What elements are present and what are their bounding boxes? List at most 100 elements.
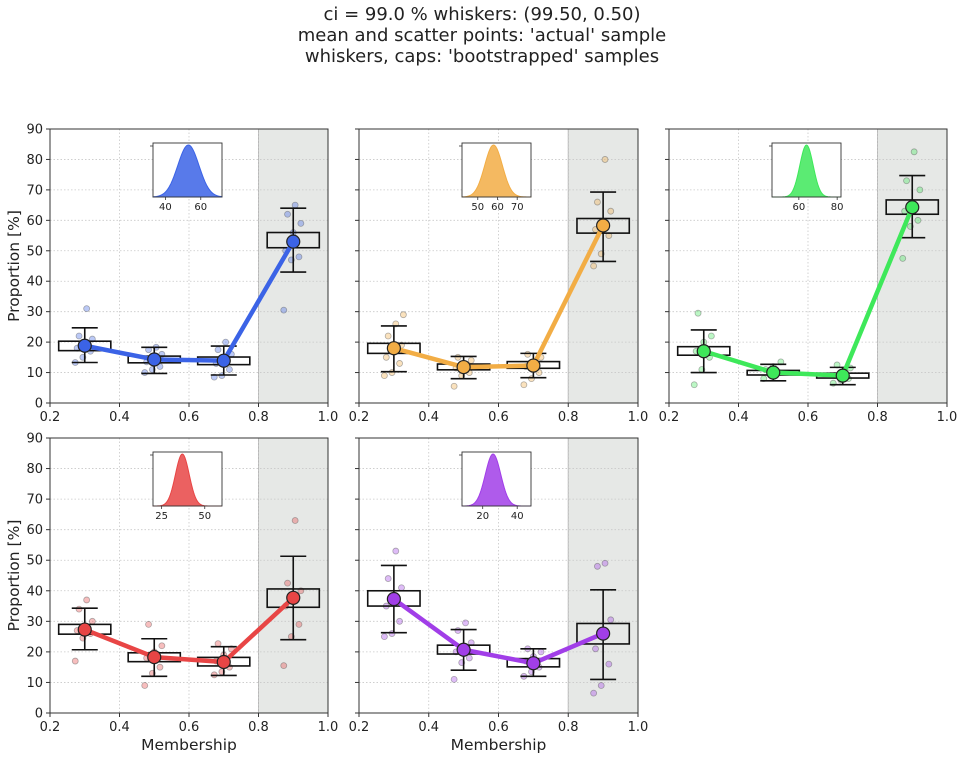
- x-tick-label: 0.6: [179, 720, 200, 735]
- y-tick-label: 40: [26, 275, 43, 290]
- scatter-point: [280, 662, 288, 670]
- mean-marker: [526, 656, 541, 671]
- y-tick-label: 70: [26, 183, 43, 198]
- x-axis-label: Membership: [141, 736, 237, 754]
- scatter-point: [141, 369, 149, 376]
- x-tick-label: 0.2: [349, 720, 370, 735]
- x-tick-label: 1.0: [937, 410, 958, 425]
- scatter-point: [601, 156, 609, 163]
- scatter-point: [392, 547, 400, 555]
- y-tick-label: 60: [26, 523, 43, 538]
- title-line-3: whiskers, caps: 'bootstrapped' samples: [304, 46, 660, 67]
- scatter-point: [537, 648, 545, 656]
- scatter-point: [690, 381, 698, 389]
- scatter-point: [914, 216, 922, 224]
- x-tick-label: 1.0: [318, 410, 339, 425]
- x-axis-label: Membership: [451, 736, 547, 754]
- scatter-point: [382, 353, 390, 361]
- inset-distribution: 20 40: [459, 451, 532, 522]
- x-tick-label: 0.8: [558, 410, 579, 425]
- y-axis-label: Proportion [%]: [5, 210, 23, 322]
- scatter-point: [594, 562, 601, 570]
- title-line-2: mean and scatter points: 'actual' sample: [297, 25, 667, 46]
- chart-panel-1: 0.2 0.4 0.6 0.8 1.0 0 10 20 30 40 50 60 70 80 90 Propor…: [5, 123, 338, 426]
- scatter-point: [597, 682, 605, 689]
- scatter-point: [605, 660, 613, 668]
- scatter-point: [594, 198, 601, 206]
- scatter-point: [399, 311, 407, 319]
- y-tick-label: 50: [26, 554, 43, 569]
- y-tick-label: 60: [26, 214, 43, 229]
- mean-marker: [905, 200, 920, 215]
- y-tick-label: 90: [26, 432, 43, 447]
- x-tick-label: 0.2: [40, 410, 61, 425]
- scatter-point: [295, 620, 303, 628]
- scatter-point: [156, 663, 164, 671]
- scatter-point: [707, 332, 715, 340]
- scatter-point: [88, 617, 96, 625]
- chart-panel-4: 0.2 0.4 0.6 0.8 1.0 0 10 20 30 40 50 60 70 80 90 Propor…: [5, 432, 338, 755]
- inset-density: [461, 144, 532, 198]
- mean-line: [391, 223, 606, 370]
- x-tick-label: 0.2: [40, 720, 61, 735]
- inset-x-tick-label: 40: [511, 511, 524, 522]
- scatter-point: [607, 616, 615, 624]
- inset-x-tick-label: 40: [159, 202, 172, 213]
- mean-line: [82, 239, 296, 363]
- y-tick-label: 0: [35, 397, 43, 412]
- scatter-point: [141, 682, 149, 689]
- mean-marker: [286, 590, 301, 605]
- scatter-point: [380, 633, 388, 641]
- mean-marker: [216, 654, 231, 670]
- mean-marker: [526, 358, 541, 373]
- scatter-point: [83, 596, 91, 604]
- y-tick-label: 80: [26, 153, 43, 168]
- mean-marker: [386, 591, 401, 607]
- mean-marker: [386, 341, 401, 356]
- mean-line: [82, 595, 296, 665]
- scatter-point: [590, 262, 598, 270]
- scatter-point: [592, 645, 599, 653]
- scatter-point: [396, 360, 403, 367]
- inset-distribution: 60 80: [769, 142, 844, 213]
- scatter-point: [398, 584, 405, 592]
- x-tick-label: 0.4: [728, 410, 749, 425]
- mean-marker: [456, 642, 471, 657]
- scatter-point: [158, 642, 166, 650]
- x-tick-label: 0.2: [349, 410, 370, 425]
- chart-panel-3: 0.2 0.4 0.6 0.8 1.0 60 80: [659, 128, 958, 425]
- mean-marker: [286, 234, 301, 249]
- scatter-point: [145, 620, 152, 628]
- x-tick-label: 0.2: [659, 410, 680, 425]
- scatter-point: [694, 309, 702, 317]
- x-tick-label: 1.0: [318, 720, 339, 735]
- x-tick-label: 1.0: [628, 410, 649, 425]
- mean-marker: [147, 352, 162, 367]
- scatter-point: [524, 350, 532, 358]
- mean-marker: [77, 338, 92, 353]
- scatter-point: [284, 210, 291, 218]
- scatter-point: [607, 207, 615, 215]
- x-tick-label: 0.8: [867, 410, 888, 425]
- scatter-point: [384, 332, 392, 340]
- scatter-point: [910, 148, 918, 156]
- inset-x-tick-label: 25: [155, 511, 168, 522]
- inset-x-tick-label: 20: [476, 511, 489, 522]
- y-tick-label: 30: [26, 615, 43, 630]
- inset-x-tick-label: 60: [792, 202, 805, 213]
- y-tick-label: 80: [26, 462, 43, 477]
- inset-x-tick-label: 60: [194, 202, 207, 213]
- scatter-point: [454, 627, 462, 634]
- scatter-point: [462, 619, 469, 627]
- x-tick-label: 0.6: [488, 720, 509, 735]
- inset-x-tick-label: 80: [831, 202, 844, 213]
- scatter-point: [450, 675, 458, 683]
- scatter-point: [396, 617, 403, 625]
- inset-density: [152, 144, 223, 198]
- x-tick-label: 0.6: [488, 410, 509, 425]
- y-tick-label: 90: [26, 123, 43, 138]
- y-tick-label: 10: [26, 676, 43, 691]
- chart-panel-2: 0.2 0.4 0.6 0.8 1.0 50 60 70: [349, 128, 649, 425]
- x-tick-label: 0.6: [179, 410, 200, 425]
- scatter-point: [291, 517, 299, 524]
